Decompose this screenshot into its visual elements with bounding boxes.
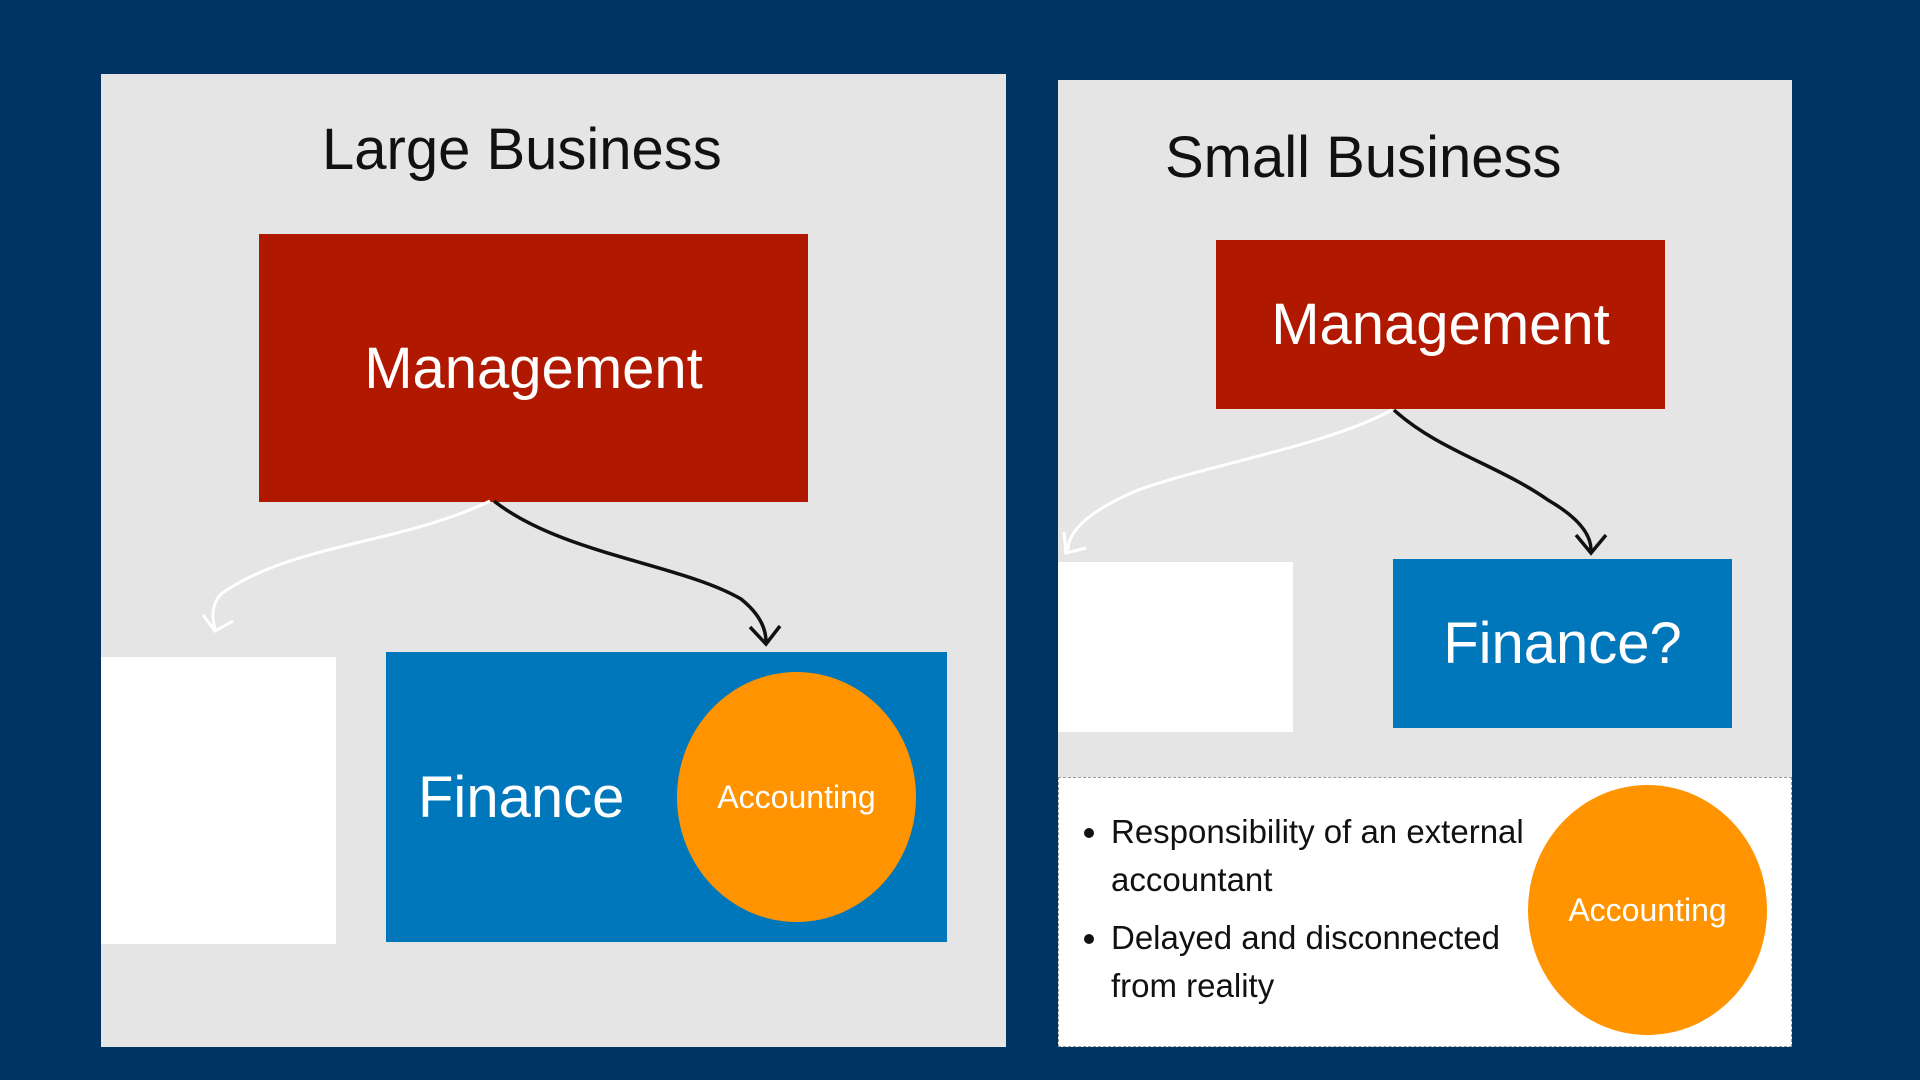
- small-finance-label: Finance?: [1443, 611, 1682, 676]
- small-accounting-circle: Accounting: [1528, 785, 1767, 1035]
- small-business-panel: Small Business Management Finance? Respo…: [1058, 80, 1792, 1047]
- large-finance-box: Finance Accounting: [386, 652, 947, 942]
- small-arrows: [1062, 408, 1608, 556]
- large-business-panel: Large Business Management Finance Accoun…: [101, 74, 1006, 1047]
- small-black-arrowhead: [1574, 533, 1608, 556]
- small-finance-box: Finance?: [1393, 559, 1732, 728]
- note-item: Delayed and disconnected from reality: [1111, 914, 1541, 1010]
- small-accounting-label: Accounting: [1568, 891, 1727, 928]
- large-arrows: [201, 499, 782, 647]
- large-management-box: Management: [259, 234, 808, 502]
- large-management-label: Management: [364, 335, 703, 401]
- large-black-arrowhead: [748, 624, 782, 647]
- large-white-arrow: [211, 499, 491, 630]
- small-business-title: Small Business: [1165, 125, 1562, 190]
- large-black-arrow: [492, 499, 768, 643]
- notes-list: Responsibility of an external accountant…: [1085, 808, 1541, 1020]
- small-white-arrow: [1066, 408, 1393, 551]
- large-empty-box: [101, 657, 336, 944]
- small-management-label: Management: [1271, 292, 1610, 357]
- large-business-title: Large Business: [322, 117, 722, 182]
- small-white-arrowhead: [1062, 531, 1087, 555]
- large-accounting-circle: Accounting: [677, 672, 916, 922]
- small-empty-box: [1058, 562, 1293, 732]
- large-white-arrowhead: [201, 614, 234, 633]
- small-black-arrow: [1392, 408, 1593, 551]
- small-management-box: Management: [1216, 240, 1665, 409]
- note-item: Responsibility of an external accountant: [1111, 808, 1541, 904]
- small-notes-box: Responsibility of an external accountant…: [1058, 777, 1792, 1047]
- large-accounting-label: Accounting: [717, 778, 876, 815]
- large-finance-label: Finance: [418, 765, 625, 830]
